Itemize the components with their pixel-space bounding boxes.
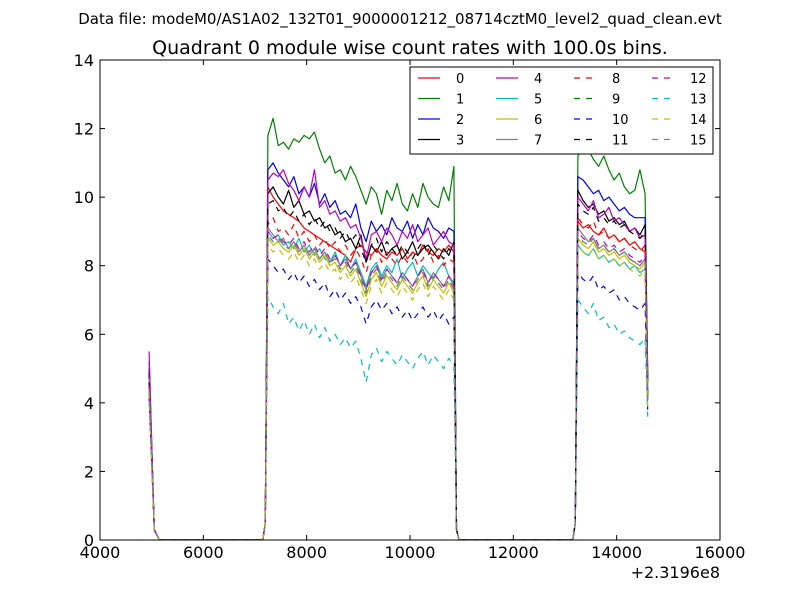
- legend-label-9: 9: [612, 93, 620, 108]
- y-tick-label: 10: [74, 188, 94, 207]
- series-line-11: [148, 200, 649, 540]
- series-line-7: [148, 227, 649, 540]
- series-line-15: [148, 234, 649, 540]
- y-tick-label: 4: [84, 394, 94, 413]
- legend-label-6: 6: [534, 113, 542, 128]
- legend-label-11: 11: [612, 134, 629, 149]
- legend-label-8: 8: [612, 72, 620, 87]
- series-line-12: [148, 230, 649, 540]
- legend-label-13: 13: [690, 93, 707, 108]
- series-lines: [148, 117, 649, 540]
- figure-suptitle: Data file: modeM0/AS1A02_132T01_90000012…: [78, 10, 722, 29]
- y-tick-label: 2: [84, 462, 94, 481]
- legend-label-2: 2: [456, 113, 464, 128]
- series-line-2: [148, 162, 649, 540]
- x-tick-label: 8000: [286, 543, 327, 562]
- series-line-10: [148, 258, 649, 540]
- legend-label-7: 7: [534, 134, 542, 149]
- y-tick-label: 14: [74, 51, 94, 70]
- x-offset-label: +2.3196e8: [631, 563, 720, 582]
- series-line-3: [148, 186, 649, 540]
- legend-label-14: 14: [690, 113, 707, 128]
- legend-label-0: 0: [456, 72, 464, 87]
- series-line-1: [148, 117, 649, 540]
- series-line-0: [148, 186, 649, 540]
- chart-title: Quadrant 0 module wise count rates with …: [152, 37, 668, 59]
- x-tick-label: 4000: [80, 543, 121, 562]
- x-tick-label: 16000: [695, 543, 746, 562]
- legend-label-10: 10: [612, 113, 629, 128]
- legend-label-5: 5: [534, 93, 542, 108]
- series-line-14: [148, 244, 649, 540]
- x-tick-label: 14000: [591, 543, 642, 562]
- series-line-4: [148, 169, 649, 540]
- series-line-5: [148, 230, 649, 540]
- y-tick-label: 6: [84, 325, 94, 344]
- y-tick-label: 0: [84, 531, 94, 550]
- x-tick-label: 12000: [488, 543, 539, 562]
- y-tick-label: 8: [84, 257, 94, 276]
- plot-area: 4000 6000 8000 10000 12000 14000 1600002468101…: [74, 51, 746, 562]
- legend-label-12: 12: [690, 72, 707, 87]
- x-tick-label: 6000: [183, 543, 224, 562]
- y-tick-label: 12: [74, 120, 94, 139]
- series-line-6: [148, 237, 649, 540]
- legend-frame: [409, 66, 714, 155]
- legend-label-3: 3: [456, 134, 464, 149]
- legend-label-4: 4: [534, 72, 542, 87]
- legend-label-15: 15: [690, 134, 707, 149]
- series-line-8: [148, 217, 649, 540]
- series-line-13: [148, 296, 649, 540]
- x-tick-label: 10000: [385, 543, 436, 562]
- legend-label-1: 1: [456, 93, 464, 108]
